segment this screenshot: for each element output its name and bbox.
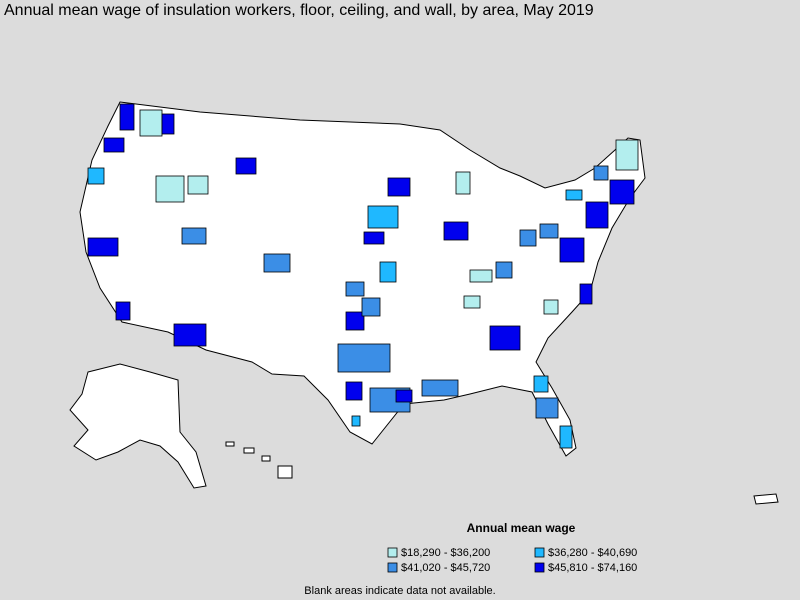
- area-region: [367, 205, 399, 229]
- legend-label: $18,290 - $36,200: [401, 547, 490, 559]
- area-region: [519, 229, 537, 247]
- area-region: [533, 375, 549, 393]
- area-region: [463, 295, 481, 309]
- area-region: [379, 261, 397, 283]
- area-region: [615, 139, 639, 171]
- area-region: [609, 179, 635, 205]
- area-region: [593, 165, 609, 181]
- area-region: [361, 297, 381, 317]
- area-region: [345, 281, 365, 297]
- area-region: [139, 109, 163, 137]
- area-region: [155, 175, 185, 203]
- puerto-rico: [753, 493, 779, 505]
- legend-swatch: [534, 562, 545, 573]
- area-region: [173, 323, 207, 347]
- area-region: [543, 299, 559, 315]
- area-region: [421, 379, 459, 397]
- area-region: [351, 415, 361, 427]
- area-region: [115, 301, 131, 321]
- area-region: [345, 381, 363, 401]
- legend-label: $45,810 - $74,160: [548, 562, 637, 574]
- area-region: [535, 397, 559, 419]
- area-region: [565, 189, 583, 201]
- area-region: [187, 175, 209, 195]
- legend-label: $41,020 - $45,720: [401, 562, 490, 574]
- area-region: [539, 223, 559, 239]
- map-title: Annual mean wage of insulation workers, …: [4, 2, 594, 19]
- area-region: [119, 103, 135, 131]
- area-regions: [87, 103, 639, 449]
- hawaii: [225, 441, 293, 479]
- legend: $18,290 - $36,200 $36,280 - $40,690 $41,02…: [387, 547, 637, 574]
- area-region: [363, 231, 385, 245]
- area-region: [455, 171, 471, 195]
- area-region: [235, 157, 257, 175]
- area-region: [495, 261, 513, 279]
- area-region: [263, 253, 291, 273]
- legend-title: Annual mean wage: [467, 521, 576, 535]
- area-region: [559, 237, 585, 263]
- area-region: [469, 269, 493, 283]
- area-region: [489, 325, 521, 351]
- area-region: [395, 389, 413, 403]
- area-region: [337, 343, 391, 373]
- area-region: [87, 167, 105, 185]
- area-region: [103, 137, 125, 153]
- area-region: [585, 201, 609, 229]
- area-region: [161, 113, 175, 135]
- area-region: [443, 221, 469, 241]
- alaska: [69, 363, 207, 489]
- area-region: [579, 283, 593, 305]
- area-region: [345, 311, 365, 331]
- legend-label: $36,280 - $40,690: [548, 547, 637, 559]
- area-region: [181, 227, 207, 245]
- legend-swatch: [387, 562, 398, 573]
- legend-swatch: [387, 547, 398, 558]
- area-region: [387, 177, 411, 197]
- legend-swatch: [534, 547, 545, 558]
- footnote: Blank areas indicate data not available.: [304, 585, 495, 597]
- area-region: [87, 237, 119, 257]
- area-region: [559, 425, 573, 449]
